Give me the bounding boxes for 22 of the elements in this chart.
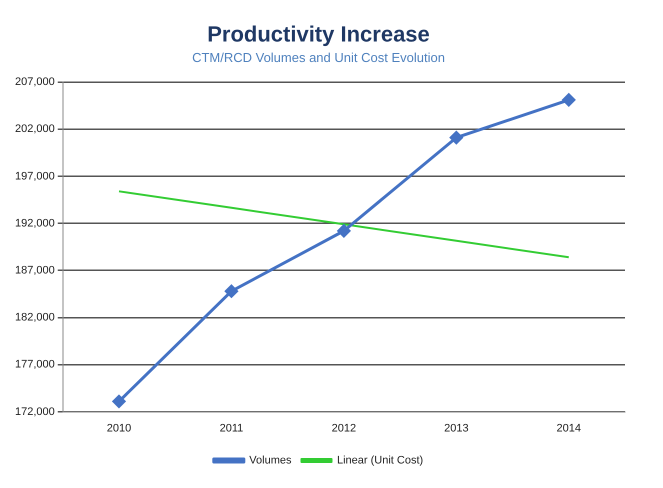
y-tick-label: 197,000 — [14, 170, 55, 182]
legend-label: Volumes — [249, 454, 292, 467]
y-tick-label: 172,000 — [14, 406, 55, 418]
y-tick-label: 182,000 — [14, 312, 55, 324]
point — [337, 224, 350, 238]
y-tick-label: 187,000 — [14, 264, 55, 276]
point — [112, 394, 126, 408]
y-tick-label: 192,000 — [14, 217, 55, 230]
point — [450, 131, 463, 144]
x-tick-label: 2010 — [106, 422, 132, 434]
y-tick-label: 202,000 — [14, 123, 55, 136]
x-tick-label: 2012 — [332, 422, 356, 434]
y-tick-label: 207,000 — [14, 76, 55, 88]
y-tick-label: 177,000 — [14, 358, 55, 371]
x-tick-label: 2013 — [444, 422, 469, 434]
point — [224, 284, 238, 298]
legend-label: Linear (Unit Cost) — [336, 454, 424, 467]
x-tick-label: 2011 — [220, 422, 244, 434]
chart-subtitle: CTM/RCD Volumes and Unit Cost Evolution — [192, 50, 445, 65]
x-tick-label: 2014 — [556, 422, 582, 434]
chart-title: Productivity Increase — [207, 21, 430, 46]
point — [562, 93, 576, 106]
